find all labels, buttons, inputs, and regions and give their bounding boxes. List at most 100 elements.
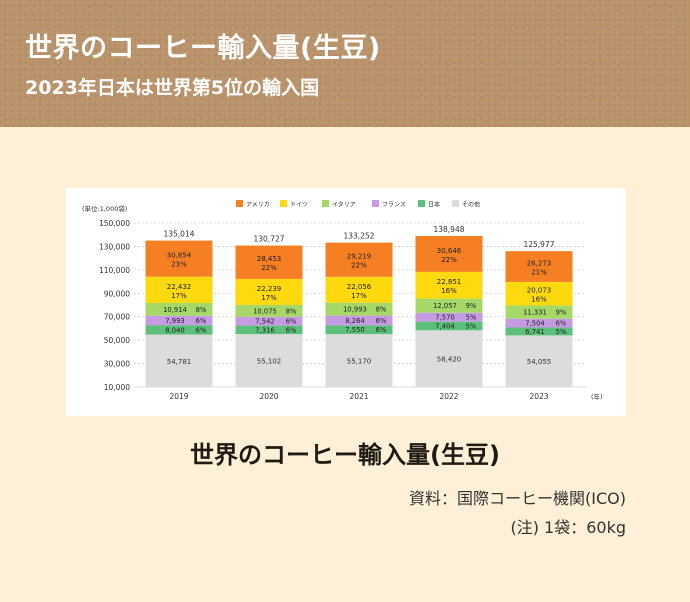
bar-segment bbox=[325, 315, 393, 326]
segment-percent-label: 6% bbox=[196, 326, 207, 334]
bar-segment bbox=[235, 245, 303, 279]
bar-segment bbox=[415, 298, 483, 313]
segment-value-label: 29,219 bbox=[347, 253, 372, 261]
segment-percent-label: 17% bbox=[351, 292, 367, 300]
bar-segment bbox=[145, 334, 213, 387]
segment-percent-label: 6% bbox=[286, 318, 297, 326]
segment-value-label: 22,851 bbox=[437, 278, 462, 286]
legend-label: イタリア bbox=[332, 201, 356, 209]
y-tick-label: 30,000 bbox=[104, 360, 130, 369]
segment-percent-label: 22% bbox=[351, 262, 367, 270]
segment-value-label: 55,170 bbox=[347, 358, 372, 366]
y-tick-label: 130,000 bbox=[99, 242, 130, 251]
segment-value-label: 7,504 bbox=[525, 320, 544, 328]
total-label: 138,948 bbox=[433, 225, 464, 234]
segment-value-label: 6,741 bbox=[525, 328, 544, 336]
bar-segment bbox=[415, 271, 483, 299]
segment-value-label: 28,453 bbox=[257, 255, 282, 263]
segment-percent-label: 9% bbox=[466, 302, 477, 310]
bar-segment bbox=[415, 321, 483, 331]
segment-percent-label: 6% bbox=[286, 326, 297, 334]
legend-swatch bbox=[418, 200, 425, 207]
segment-value-label: 30,646 bbox=[437, 247, 462, 255]
bar-segment bbox=[505, 318, 573, 328]
bar-segment bbox=[505, 251, 573, 282]
unit-note: (注) 1袋：60kg bbox=[510, 518, 626, 537]
bar-segment bbox=[145, 315, 213, 326]
unit-label: (単位:1,000袋) bbox=[82, 204, 127, 213]
segment-percent-label: 22% bbox=[261, 264, 277, 272]
segment-percent-label: 5% bbox=[556, 328, 567, 336]
bar-segment bbox=[325, 334, 393, 387]
total-label: 133,252 bbox=[343, 232, 374, 241]
segment-value-label: 22,432 bbox=[167, 283, 192, 291]
bar-segment bbox=[145, 276, 213, 303]
segment-percent-label: 6% bbox=[376, 326, 387, 334]
bar-segment bbox=[505, 327, 573, 336]
bar-segment bbox=[505, 335, 573, 387]
legend-label: フランス bbox=[382, 202, 406, 209]
segment-value-label: 7,542 bbox=[255, 318, 274, 326]
segment-percent-label: 8% bbox=[376, 306, 387, 314]
y-tick-label: 150,000 bbox=[99, 219, 130, 228]
legend-swatch bbox=[236, 200, 243, 207]
segment-value-label: 10,993 bbox=[343, 306, 367, 314]
segment-value-label: 22,239 bbox=[257, 285, 282, 293]
segment-value-label: 54,781 bbox=[167, 358, 192, 366]
segment-percent-label: 6% bbox=[556, 320, 567, 328]
segment-value-label: 58,420 bbox=[437, 356, 462, 364]
bar-segment bbox=[145, 240, 213, 277]
segment-value-label: 11,331 bbox=[523, 309, 547, 317]
segment-percent-label: 16% bbox=[531, 296, 547, 304]
segment-value-label: 7,550 bbox=[345, 326, 364, 334]
bar-segment bbox=[235, 325, 303, 335]
segment-percent-label: 8% bbox=[196, 306, 207, 314]
segment-percent-label: 9% bbox=[556, 309, 567, 317]
bar-segment bbox=[145, 325, 213, 335]
legend-label: その他 bbox=[462, 201, 480, 209]
y-tick-label: 90,000 bbox=[104, 289, 130, 298]
segment-value-label: 7,570 bbox=[435, 314, 454, 322]
bar-segment bbox=[235, 316, 303, 326]
stacked-bar-chart: 10,000 30,000 50,000 70,000 90,000 110,000 130… bbox=[82, 200, 603, 401]
segment-value-label: 10,075 bbox=[253, 307, 277, 315]
total-label: 130,727 bbox=[253, 235, 284, 244]
y-tick-label: 50,000 bbox=[104, 336, 130, 345]
bar-segment bbox=[325, 276, 393, 303]
segment-percent-label: 8% bbox=[286, 307, 297, 315]
segment-percent-label: 21% bbox=[531, 269, 547, 277]
chart-panel: 10,000 30,000 50,000 70,000 90,000 110,000 130… bbox=[66, 188, 626, 416]
x-unit-label: (年) bbox=[591, 392, 603, 401]
x-tick-label: 2023 bbox=[529, 392, 548, 401]
segment-percent-label: 5% bbox=[466, 314, 477, 322]
legend-label: アメリカ bbox=[246, 202, 270, 209]
legend-swatch bbox=[322, 200, 329, 207]
total-label: 135,014 bbox=[163, 230, 194, 239]
bar-segment bbox=[325, 242, 393, 277]
legend-swatch bbox=[452, 200, 459, 207]
segment-value-label: 55,102 bbox=[257, 358, 282, 366]
segment-value-label: 22,056 bbox=[347, 283, 372, 291]
legend-swatch bbox=[280, 200, 287, 207]
segment-value-label: 7,316 bbox=[255, 326, 274, 334]
x-tick-label: 2021 bbox=[349, 392, 368, 401]
bar-segment bbox=[235, 278, 303, 305]
bar-segment bbox=[415, 312, 483, 322]
chart-caption: 世界のコーヒー輸入量(生豆) bbox=[190, 441, 500, 469]
legend-label: ドイツ bbox=[290, 202, 308, 209]
total-label: 125,977 bbox=[523, 240, 554, 249]
segment-percent-label: 6% bbox=[196, 317, 207, 325]
source-credit: 資料：国際コーヒー機関(ICO) bbox=[409, 489, 626, 508]
segment-value-label: 7,404 bbox=[435, 322, 454, 330]
segment-percent-label: 16% bbox=[441, 287, 457, 295]
segment-value-label: 26,273 bbox=[527, 260, 552, 268]
segment-value-label: 20,073 bbox=[527, 287, 552, 295]
x-tick-label: 2022 bbox=[439, 392, 458, 401]
y-tick-label: 110,000 bbox=[99, 266, 130, 275]
segment-value-label: 54,055 bbox=[527, 358, 552, 366]
segment-percent-label: 22% bbox=[441, 256, 457, 264]
segment-value-label: 7,993 bbox=[165, 317, 184, 325]
segment-percent-label: 17% bbox=[261, 294, 277, 302]
bar-segment bbox=[505, 305, 573, 319]
legend-label: 日本 bbox=[428, 201, 440, 209]
